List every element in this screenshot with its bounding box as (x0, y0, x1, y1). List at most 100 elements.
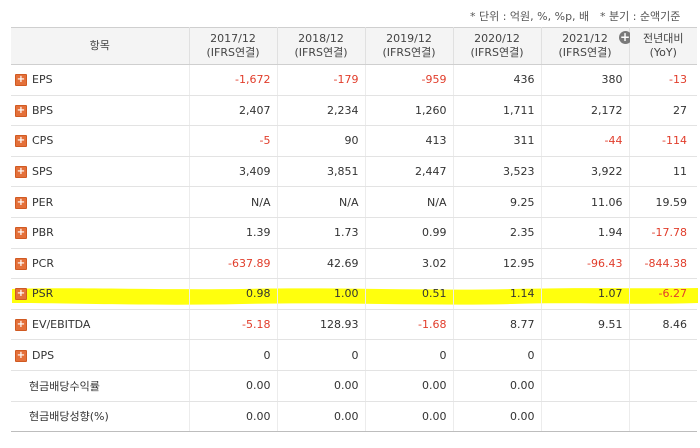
row-label: PCR (32, 256, 54, 270)
value-cell: 0.51 (365, 278, 454, 310)
expand-plus-icon[interactable]: + (15, 196, 27, 209)
table-body: + EPS -1,672 -179 -959 436 380 -13 + BPS 2,407 2,23… (11, 64, 697, 433)
value-cell: 1.39 (189, 217, 278, 249)
value-cell: 0 (189, 339, 278, 371)
expand-plus-icon[interactable]: + (15, 227, 27, 240)
add-column-icon[interactable]: + (618, 30, 632, 44)
value-cell: 380 (541, 64, 630, 96)
header-basis: (IFRS연결) (470, 46, 524, 59)
row-label: PER (32, 195, 54, 209)
value-cell: 413 (365, 125, 454, 157)
expand-plus-icon[interactable]: + (15, 349, 27, 362)
row-label-cell[interactable]: + BPS (11, 95, 190, 127)
value-cell: 2,234 (277, 95, 366, 127)
header-col-yoy: 전년대비 (YoY) (629, 27, 697, 65)
value-cell: 12.95 (453, 248, 542, 280)
value-cell: 0.00 (453, 401, 542, 433)
value-cell: N/A (365, 186, 454, 218)
header-period: 2017/12 (210, 32, 256, 45)
value-cell (541, 370, 630, 402)
expand-plus-icon[interactable]: + (15, 104, 27, 117)
value-cell: 42.69 (277, 248, 366, 280)
row-label: EPS (32, 73, 53, 87)
expand-plus-icon[interactable]: + (15, 74, 27, 87)
row-label: CPS (32, 134, 54, 148)
value-cell: -6.27 (629, 278, 697, 310)
value-cell: 1.73 (277, 217, 366, 249)
value-cell: 311 (453, 125, 542, 157)
table-row: + EV/EBITDA -5.18 128.93 -1.68 8.77 9.51 8.46 (11, 309, 697, 341)
row-label: 현금배당수익률 (29, 379, 100, 393)
row-label: PSR (32, 287, 54, 301)
header-basis: (IFRS연결) (206, 46, 260, 59)
value-cell: 0 (277, 339, 366, 371)
value-cell (629, 339, 697, 371)
table-row: + BPS 2,407 2,234 1,260 1,711 2,172 27 (11, 95, 697, 127)
row-label: BPS (32, 103, 54, 117)
value-cell: 0.99 (365, 217, 454, 249)
row-label-cell[interactable]: + PBR (11, 217, 190, 249)
value-cell: 0.98 (189, 278, 278, 310)
value-cell: -5.18 (189, 309, 278, 341)
value-cell (541, 401, 630, 433)
value-cell: -114 (629, 125, 697, 157)
value-cell: 1,260 (365, 95, 454, 127)
row-label-cell[interactable]: + EPS (11, 64, 190, 96)
table-row: 현금배당수익률 0.00 0.00 0.00 0.00 (11, 370, 697, 402)
value-cell: 3,922 (541, 156, 630, 188)
header-basis: (IFRS연결) (558, 46, 612, 59)
row-label-cell[interactable]: + SPS (11, 156, 190, 188)
row-label-cell[interactable]: + CPS (11, 125, 190, 157)
expand-plus-icon[interactable]: + (15, 257, 27, 270)
row-label-cell[interactable]: + EV/EBITDA (11, 309, 190, 341)
header-basis: (IFRS연결) (294, 46, 348, 59)
expand-plus-icon[interactable]: + (15, 319, 27, 332)
header-basis: (YoY) (649, 46, 677, 59)
value-cell: 19.59 (629, 186, 697, 218)
value-cell: 1.00 (277, 278, 366, 310)
table-row: + PBR 1.39 1.73 0.99 2.35 1.94 -17.78 (11, 217, 697, 249)
header-item: 항목 (11, 27, 190, 65)
value-cell: 0.00 (189, 370, 278, 402)
value-cell: 0.00 (365, 370, 454, 402)
value-cell: -17.78 (629, 217, 697, 249)
table-row: + PCR -637.89 42.69 3.02 12.95 -96.43 -844.38 (11, 248, 697, 280)
header-basis: (IFRS연결) (382, 46, 436, 59)
header-period: 전년대비 (643, 32, 684, 45)
value-cell: 11.06 (541, 186, 630, 218)
expand-plus-icon[interactable]: + (15, 166, 27, 179)
value-cell: 1.94 (541, 217, 630, 249)
expand-plus-icon[interactable]: + (15, 288, 27, 301)
header-col-2020: 2020/12 (IFRS연결) (453, 27, 542, 65)
row-label-cell: 현금배당성향(%) (11, 401, 190, 433)
expand-plus-icon[interactable]: + (15, 135, 27, 148)
value-cell: 1.14 (453, 278, 542, 310)
quarter-note: * 분기 : 순액기준 (600, 10, 681, 23)
value-cell: -959 (365, 64, 454, 96)
value-cell: 436 (453, 64, 542, 96)
row-label-cell[interactable]: + PSR (11, 278, 190, 310)
value-cell: 0.00 (277, 370, 366, 402)
row-label: DPS (32, 348, 55, 362)
table-row: 현금배당성향(%) 0.00 0.00 0.00 0.00 (11, 401, 697, 433)
value-cell: N/A (277, 186, 366, 218)
row-label-cell[interactable]: + PCR (11, 248, 190, 280)
header-period: 2018/12 (298, 32, 344, 45)
header-col-2018: 2018/12 (IFRS연결) (277, 27, 366, 65)
value-cell: -5 (189, 125, 278, 157)
row-label-cell[interactable]: + DPS (11, 339, 190, 371)
value-cell: 3,851 (277, 156, 366, 188)
value-cell: 27 (629, 95, 697, 127)
value-cell: 3,523 (453, 156, 542, 188)
value-cell (629, 370, 697, 402)
value-cell: -44 (541, 125, 630, 157)
value-cell: -1.68 (365, 309, 454, 341)
row-label-cell[interactable]: + PER (11, 186, 190, 218)
row-label-cell: 현금배당수익률 (11, 370, 190, 402)
row-label: PBR (32, 226, 54, 240)
header-period: 2020/12 (474, 32, 520, 45)
value-cell: -179 (277, 64, 366, 96)
value-cell: 0 (453, 339, 542, 371)
header-col-2021: 2021/12 (IFRS연결) + (541, 27, 632, 65)
value-cell: 128.93 (277, 309, 366, 341)
